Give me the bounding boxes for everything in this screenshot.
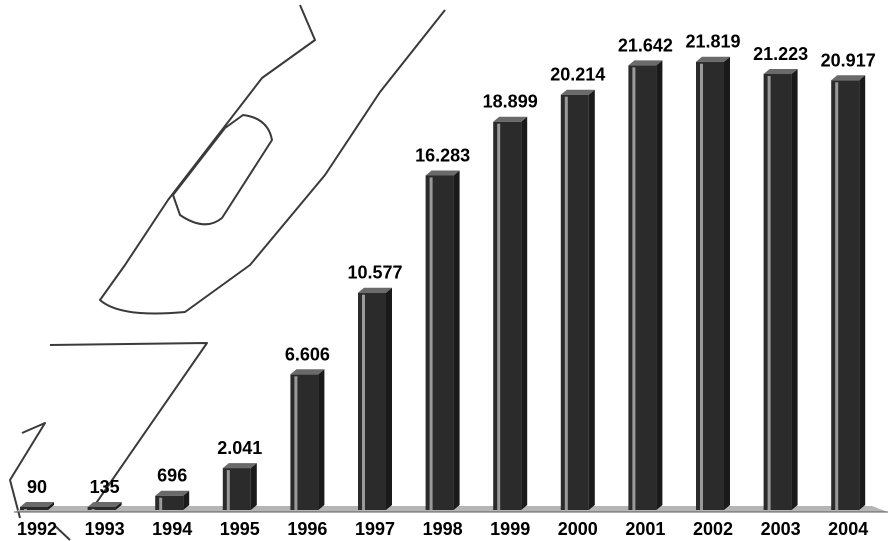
bar-2003: [764, 69, 798, 510]
bar-highlight: [835, 82, 838, 510]
bar-1998: [426, 170, 460, 510]
bar-1999: [493, 117, 527, 510]
x-axis-ticks: 1992 1993 1994 1995 1996 1997 1998 1999 2000 2001…: [17, 519, 868, 539]
watermark-chain-inner: [173, 115, 272, 224]
tick-label-2003: 2003: [761, 519, 801, 539]
bar-highlight: [294, 376, 297, 510]
bar-highlight: [497, 124, 500, 510]
bar-top: [223, 463, 257, 468]
bar-side: [656, 60, 662, 510]
tick-label-1998: 1998: [423, 519, 463, 539]
value-label-1996: 6.606: [285, 344, 330, 364]
bar-highlight: [92, 509, 95, 510]
tick-label-2000: 2000: [558, 519, 598, 539]
bar-highlight: [565, 97, 568, 510]
tick-label-1993: 1993: [85, 519, 125, 539]
value-label-2002: 21.819: [685, 32, 740, 52]
bar-highlight: [159, 498, 162, 510]
bar-2001: [628, 60, 662, 510]
value-label-1997: 10.577: [347, 263, 402, 283]
bar-highlight: [24, 509, 27, 510]
tick-label-2002: 2002: [693, 519, 733, 539]
tick-label-1994: 1994: [152, 519, 192, 539]
value-label-2000: 20.214: [550, 65, 605, 85]
bar-2004: [831, 75, 865, 510]
bar-side: [792, 69, 798, 510]
bar-highlight: [430, 177, 433, 510]
bar-highlight: [768, 76, 771, 510]
bar-top: [426, 170, 460, 175]
tick-label-1996: 1996: [287, 519, 327, 539]
value-label-2001: 21.642: [618, 35, 673, 55]
value-label-1999: 18.899: [483, 92, 538, 112]
value-label-1994: 696: [157, 466, 187, 486]
bar-1992: [20, 502, 54, 510]
bar-side: [318, 369, 324, 510]
bar-highlight: [632, 67, 635, 510]
tick-label-2004: 2004: [828, 519, 868, 539]
bar-1993: [88, 502, 122, 510]
bar-1997: [358, 288, 392, 510]
bar-top: [290, 369, 324, 374]
bar-side: [859, 75, 865, 510]
bar-1996: [290, 369, 324, 510]
tick-label-1999: 1999: [490, 519, 530, 539]
bar-top: [155, 491, 189, 496]
value-label-2003: 21.223: [753, 44, 808, 64]
bar-1995: [223, 463, 257, 510]
bar-side: [386, 288, 392, 510]
value-label-2004: 20.917: [821, 50, 876, 70]
bar-2002: [696, 57, 730, 510]
tick-label-1992: 1992: [17, 519, 57, 539]
bar-series: [20, 57, 865, 510]
bar-top: [358, 288, 392, 293]
bar-side: [521, 117, 527, 510]
tick-label-1995: 1995: [220, 519, 260, 539]
bar-highlight: [362, 295, 365, 510]
value-label-1993: 135: [90, 477, 120, 497]
bar-side: [251, 463, 257, 510]
value-label-1995: 2.041: [217, 438, 262, 458]
bar-side: [589, 90, 595, 510]
bar-side: [724, 57, 730, 510]
bar-highlight: [700, 64, 703, 510]
tick-label-2001: 2001: [625, 519, 665, 539]
bar-side: [454, 170, 460, 510]
tick-label-1997: 1997: [355, 519, 395, 539]
bar-1994: [155, 491, 189, 510]
value-label-1992: 90: [27, 477, 47, 497]
bar-highlight: [227, 470, 230, 510]
value-label-1998: 16.283: [415, 145, 470, 165]
bar-2000: [561, 90, 595, 510]
